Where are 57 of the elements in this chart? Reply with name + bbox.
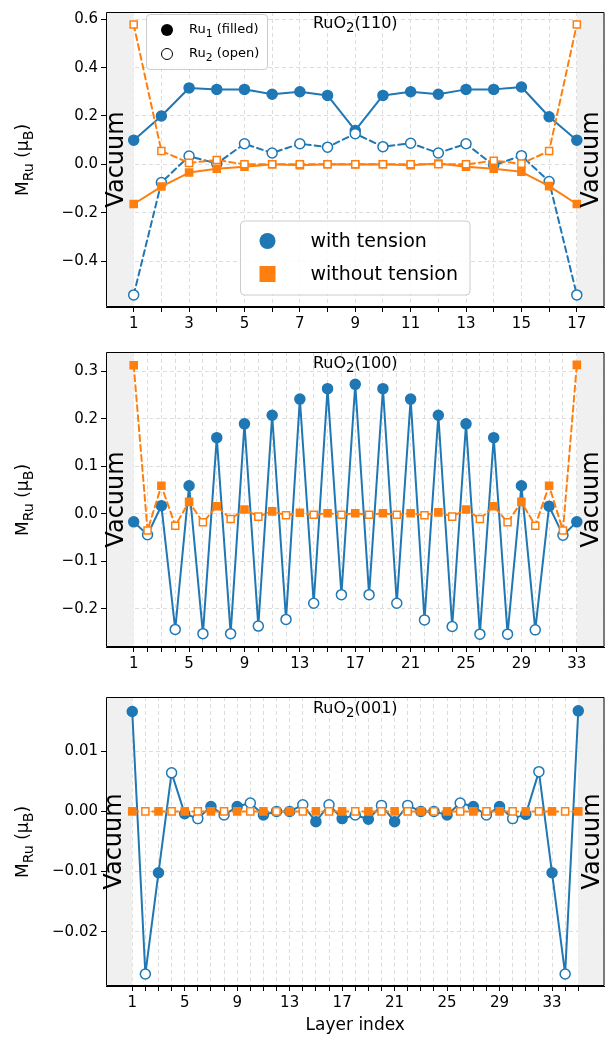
- x-tick-label: 9: [232, 992, 242, 1011]
- y-tick-label: −0.01: [52, 861, 98, 880]
- x-tick-label: 25: [456, 653, 476, 672]
- band-label: Vacuum: [100, 451, 129, 548]
- band-label: Vacuum: [576, 451, 605, 548]
- y-tick-label: 0.0: [74, 154, 98, 173]
- band-label: Vacuum: [100, 111, 129, 208]
- y-tick-label: −0.1: [61, 551, 98, 570]
- chart-title: RuO$_{2}$(100): [312, 353, 398, 376]
- x-tick-label: 7: [295, 313, 305, 332]
- y-tick-label: 0.2: [74, 408, 98, 427]
- annotation: Ru$_{1}$ (filled): [189, 20, 259, 40]
- chart-title: RuO$_{2}$(110): [312, 13, 398, 36]
- y-tick-label: 0.2: [74, 105, 98, 124]
- y-tick-label: −0.2: [61, 598, 98, 617]
- x-tick-label: 13: [290, 653, 310, 672]
- y-tick-label: 0.6: [74, 9, 98, 28]
- y-tick-label: 0.00: [64, 801, 98, 820]
- chart-title: RuO$_{2}$(001): [312, 698, 398, 721]
- x-tick-label: 5: [184, 653, 194, 672]
- band-label: Vacuum: [99, 793, 128, 890]
- x-tick-label: 29: [511, 653, 531, 672]
- x-tick-label: 21: [385, 992, 405, 1011]
- y-tick-label: 0.01: [64, 741, 98, 760]
- legend-label: without tension: [310, 261, 458, 284]
- y-tick-label: 0.4: [74, 57, 98, 76]
- y-tick-label: −0.2: [61, 202, 98, 221]
- x-tick-label: 33: [567, 653, 587, 672]
- x-tick-label: 21: [401, 653, 421, 672]
- y-tick-label: 0.3: [74, 360, 98, 379]
- band-label: Vacuum: [576, 111, 605, 208]
- x-tick-label: 29: [490, 992, 510, 1011]
- x-tick-label: 13: [280, 992, 300, 1011]
- x-tick-label: 1: [128, 653, 139, 672]
- x-tick-label: 9: [350, 313, 361, 332]
- x-tick-label: 17: [345, 653, 365, 672]
- x-tick-label: 13: [456, 313, 476, 332]
- y-tick-label: 0.0: [74, 503, 98, 522]
- x-tick-label: 1: [127, 992, 138, 1011]
- x-axis-title: Layer index: [305, 1014, 405, 1034]
- x-tick-label: 25: [437, 992, 457, 1011]
- x-tick-label: 3: [184, 313, 194, 332]
- x-tick-label: 17: [332, 992, 352, 1011]
- x-tick-label: 9: [239, 653, 250, 672]
- band-label: Vacuum: [577, 793, 606, 890]
- y-tick-label: −0.4: [61, 250, 98, 269]
- legend-label: with tension: [310, 228, 427, 251]
- x-tick-label: 33: [542, 992, 562, 1011]
- x-tick-label: 1: [128, 313, 139, 332]
- x-tick-label: 5: [239, 313, 250, 332]
- y-tick-label: 0.1: [74, 456, 98, 475]
- x-tick-label: 11: [401, 313, 421, 332]
- y-tick-label: −0.02: [52, 921, 98, 940]
- x-tick-label: 17: [567, 313, 587, 332]
- x-tick-label: 5: [179, 992, 190, 1011]
- annotation: Ru$_{2}$ (open): [189, 44, 260, 64]
- x-tick-label: 15: [511, 313, 531, 332]
